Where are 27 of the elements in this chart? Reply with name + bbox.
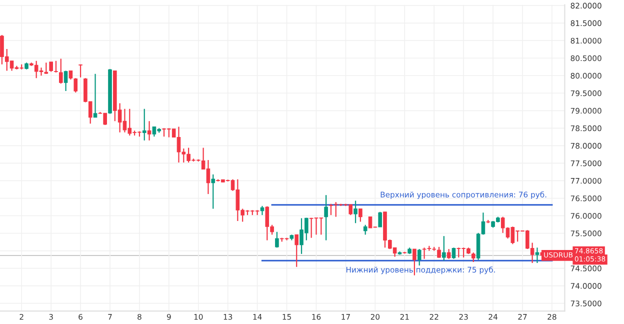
- candlestick: [354, 200, 358, 224]
- candlestick: [378, 211, 382, 228]
- candlestick: [535, 247, 540, 264]
- candlestick: [74, 78, 78, 93]
- candlestick: [49, 61, 53, 72]
- candlestick: [211, 174, 216, 210]
- candlestick: [437, 246, 441, 258]
- candlestick: [452, 247, 456, 260]
- candlestick: [64, 70, 68, 92]
- candlestick: [358, 208, 362, 222]
- candlestick: [54, 60, 58, 74]
- candlestick: [147, 120, 152, 141]
- candlestick: [324, 194, 328, 241]
- candlestick: [142, 108, 146, 141]
- candlestick: [363, 224, 368, 236]
- candlestick: [329, 203, 333, 216]
- candlestick: [417, 248, 422, 266]
- candlestick: [93, 73, 98, 118]
- candlestick: [442, 236, 446, 262]
- candlestick: [78, 64, 82, 78]
- candlestick: [44, 62, 48, 74]
- candlestick: [294, 234, 298, 268]
- candlestick: [275, 231, 279, 248]
- candlestick: [412, 248, 416, 276]
- candlestick: [446, 248, 451, 260]
- candlestick: [58, 58, 63, 84]
- candlestick: [471, 252, 476, 263]
